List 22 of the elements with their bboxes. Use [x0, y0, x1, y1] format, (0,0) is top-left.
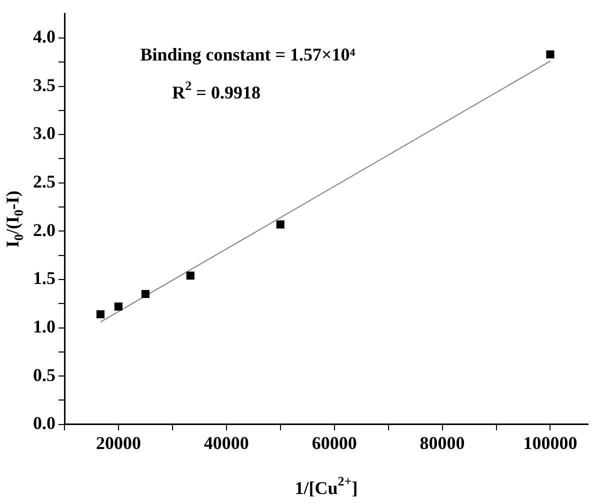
y-tick-label: 0.5 — [33, 364, 56, 385]
annotation: Binding constant = 1.57×10⁴ — [140, 44, 356, 64]
x-tick-label: 80000 — [420, 432, 465, 453]
x-tick-label: 40000 — [204, 432, 249, 453]
point — [114, 302, 123, 311]
y-tick-label: 0.0 — [33, 413, 56, 434]
x-tick-label: 20000 — [96, 432, 141, 453]
y-tick-label: 4.0 — [33, 26, 56, 47]
y-tick-label: 3.5 — [33, 74, 56, 95]
point — [186, 272, 194, 280]
y-tick-label: 1.5 — [33, 268, 56, 288]
y-tick-label: 2.0 — [33, 220, 56, 240]
point — [546, 50, 554, 58]
y-tick-label: 2.5 — [33, 172, 56, 192]
x-tick-label: 60000 — [312, 432, 357, 453]
point — [276, 220, 284, 228]
y-tick-label: 1.0 — [33, 316, 56, 336]
point — [141, 290, 150, 298]
y-tick-label: 3.0 — [33, 123, 56, 144]
x-tick-label: 100000 — [523, 432, 578, 453]
point — [96, 310, 105, 318]
y-axis-title: I0/(I0-I) — [2, 190, 26, 248]
